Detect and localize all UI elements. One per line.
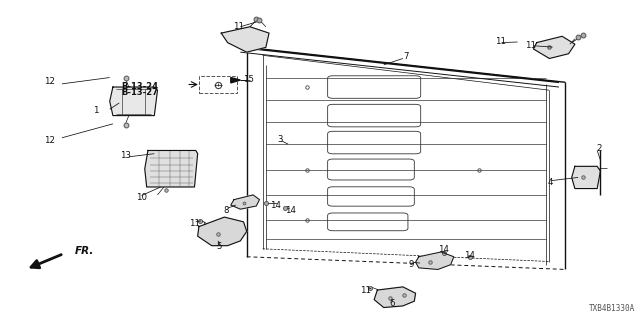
Text: 4: 4 bbox=[548, 178, 554, 187]
Text: 14: 14 bbox=[463, 251, 475, 260]
Text: 8: 8 bbox=[223, 206, 229, 215]
Polygon shape bbox=[572, 166, 600, 188]
Text: 10: 10 bbox=[136, 193, 147, 202]
Text: 5: 5 bbox=[216, 242, 222, 251]
Text: 11: 11 bbox=[360, 286, 371, 295]
Bar bbox=[199, 76, 237, 93]
Text: 3: 3 bbox=[278, 135, 284, 144]
Polygon shape bbox=[109, 87, 157, 116]
Text: 13: 13 bbox=[120, 151, 131, 160]
Polygon shape bbox=[415, 252, 454, 269]
Text: FR.: FR. bbox=[75, 246, 94, 256]
Text: 9: 9 bbox=[408, 260, 414, 268]
Text: B-13-27: B-13-27 bbox=[121, 88, 158, 97]
Text: B-13-24: B-13-24 bbox=[121, 82, 158, 91]
Text: 6: 6 bbox=[389, 299, 395, 308]
Text: 11: 11 bbox=[233, 22, 244, 31]
Text: 14: 14 bbox=[270, 201, 281, 210]
Text: 11: 11 bbox=[525, 41, 536, 50]
Text: 1: 1 bbox=[93, 106, 99, 115]
Text: 11: 11 bbox=[189, 219, 200, 228]
Polygon shape bbox=[231, 77, 241, 83]
Polygon shape bbox=[231, 195, 259, 209]
Polygon shape bbox=[374, 287, 415, 308]
Text: 14: 14 bbox=[438, 245, 449, 254]
Text: 12: 12 bbox=[44, 136, 54, 146]
Polygon shape bbox=[145, 150, 198, 187]
Text: 14: 14 bbox=[285, 206, 296, 215]
Polygon shape bbox=[534, 36, 575, 59]
Text: TXB4B1330A: TXB4B1330A bbox=[589, 304, 636, 313]
Polygon shape bbox=[221, 27, 269, 52]
Text: 15: 15 bbox=[243, 75, 254, 84]
Text: 7: 7 bbox=[403, 52, 409, 61]
Text: 2: 2 bbox=[596, 144, 602, 153]
Text: 12: 12 bbox=[44, 77, 54, 86]
Text: 11: 11 bbox=[495, 37, 506, 46]
Polygon shape bbox=[198, 217, 246, 246]
